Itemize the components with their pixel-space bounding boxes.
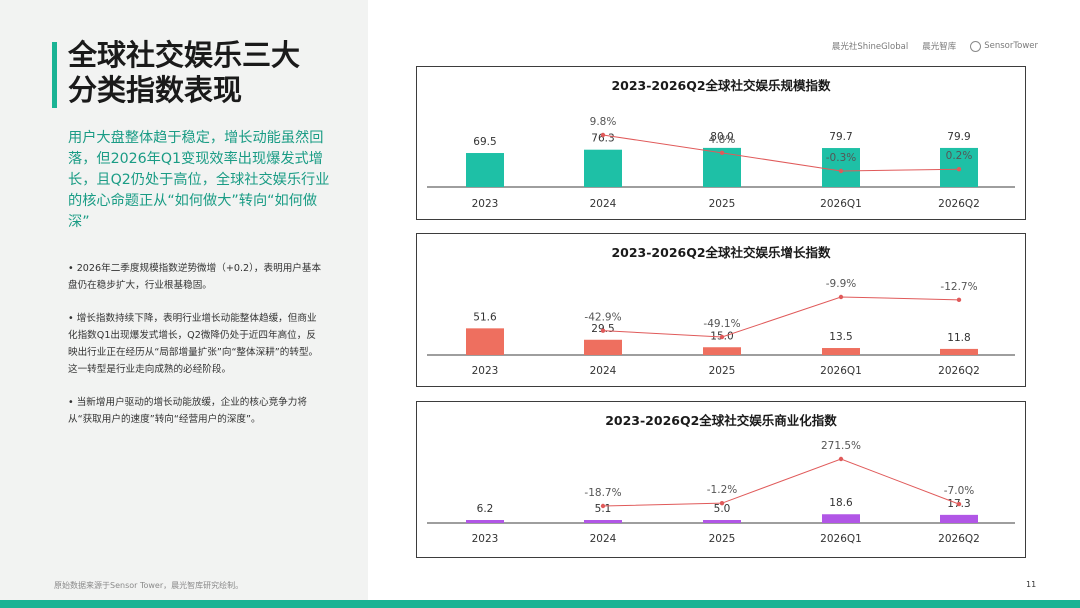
page-title-line-2: 分类指数表现 <box>68 73 243 107</box>
bar <box>466 328 504 355</box>
x-tick-label: 2026Q2 <box>938 198 980 210</box>
bar <box>940 514 978 523</box>
x-tick-label: 2026Q1 <box>820 365 862 377</box>
chart-title: 2023-2026Q2全球社交娱乐增长指数 <box>611 245 831 260</box>
growth-point <box>719 500 725 506</box>
x-tick-label: 2025 <box>709 198 736 210</box>
page-title: 全球社交娱乐三大 分类指数表现 <box>68 38 358 108</box>
growth-point <box>600 328 606 333</box>
scale-index-chart-svg: 2023-2026Q2全球社交娱乐规模指数69.5202376.3202480.… <box>427 78 1015 210</box>
shineglobal-logo: 晨光社ShineGlobal <box>831 42 909 52</box>
growth-label: 9.8% <box>590 116 617 128</box>
growth-point <box>719 150 725 156</box>
growth-label: -7.0% <box>944 485 974 497</box>
chart-title: 2023-2026Q2全球社交娱乐商业化指数 <box>605 413 837 428</box>
x-tick-label: 2023 <box>472 198 499 210</box>
bar-value-label: 5.0 <box>714 503 731 515</box>
logo-bar: 晨光社ShineGlobal 晨光智库 SensorTower <box>832 40 1038 52</box>
page-title-line-1: 全球社交娱乐三大 <box>68 38 301 72</box>
growth-line <box>602 134 960 172</box>
bar <box>703 347 741 355</box>
bullet-item: • 2026年二季度规模指数逆势微增（+0.2），表明用户基本盘仍在稳步扩大，行… <box>68 263 322 291</box>
x-tick-label: 2024 <box>590 365 617 377</box>
bar-value-label: 6.2 <box>477 503 494 515</box>
x-tick-label: 2025 <box>709 365 736 377</box>
x-tick-label: 2023 <box>472 533 499 545</box>
bar <box>466 153 504 187</box>
growth-label: -49.1% <box>703 318 740 330</box>
growth-index-chart: 2023-2026Q2全球社交娱乐增长指数51.6202329.5202415.… <box>416 233 1026 387</box>
bar-value-label: 69.5 <box>473 136 496 148</box>
x-tick-label: 2024 <box>590 198 617 210</box>
bar-value-label: 51.6 <box>473 311 497 323</box>
growth-label: -9.9% <box>826 278 856 290</box>
bar <box>584 520 622 523</box>
growth-point <box>838 456 844 462</box>
bar-value-label: 79.9 <box>947 131 970 143</box>
growth-point <box>600 132 606 138</box>
bar-value-label: 80.0 <box>710 131 733 143</box>
x-tick-label: 2026Q2 <box>938 365 980 377</box>
x-tick-label: 2025 <box>709 533 736 545</box>
bar-value-label: 11.8 <box>947 332 970 344</box>
growth-label: -18.7% <box>584 487 621 499</box>
growth-label: 0.2% <box>946 150 973 162</box>
x-tick-label: 2023 <box>472 365 499 377</box>
growth-line <box>602 296 960 338</box>
monetization-index-chart: 2023-2026Q2全球社交娱乐商业化指数 6.2 2023 5.1 2024 5.0 2… <box>416 401 1026 558</box>
growth-point <box>956 501 962 507</box>
bar <box>466 520 504 523</box>
bottom-accent-bar <box>0 600 1080 608</box>
x-tick-label: 2024 <box>590 533 617 545</box>
title-accent-bar <box>52 42 57 108</box>
growth-label: -12.7% <box>940 281 977 293</box>
x-tick-label: 2026Q1 <box>820 533 862 545</box>
bar-value-label: 18.6 <box>829 497 853 509</box>
sensortower-logo: SensorTower <box>970 40 1038 52</box>
sensortower-icon <box>970 40 982 52</box>
growth-label: 4.8% <box>709 134 736 146</box>
bar <box>940 348 978 355</box>
x-tick-label: 2026Q2 <box>938 533 980 545</box>
growth-point <box>956 167 962 172</box>
bar <box>703 520 741 523</box>
growth-label: -1.2% <box>707 484 737 496</box>
growth-label: -0.3% <box>826 152 856 164</box>
bar <box>822 348 860 355</box>
chart-title: 2023-2026Q2全球社交娱乐规模指数 <box>611 78 831 93</box>
scale-index-chart: 2023-2026Q2全球社交娱乐规模指数 69.5 2023 76.3 2024 80.… <box>416 66 1026 220</box>
bullet-list: • 2026年二季度规模指数逆势微增（+0.2），表明用户基本盘仍在稳步扩大，行… <box>68 260 324 444</box>
left-panel: 全球社交娱乐三大 分类指数表现 用户大盘整体趋于稳定，增长动能虽然回落，但202… <box>0 0 368 600</box>
x-tick-label: 2026Q1 <box>820 198 862 210</box>
bar-value-label: 13.5 <box>829 331 852 343</box>
growth-label: -42.9% <box>584 312 621 324</box>
bar <box>822 514 860 523</box>
growth-point <box>956 297 962 303</box>
bar <box>584 339 622 355</box>
page-number: 11 <box>1026 580 1037 589</box>
growth-point <box>719 334 725 340</box>
growth-label: 271.5% <box>821 440 861 452</box>
growth-line <box>602 458 960 507</box>
source-footnote: 原始数据来源于Sensor Tower，晨光智库研究绘制。 <box>54 581 244 590</box>
bar <box>822 148 860 187</box>
growth-point <box>600 503 606 509</box>
bar <box>584 149 622 187</box>
page-subtitle: 用户大盘整体趋于稳定，增长动能虽然回落，但2026年Q1变现效率出现爆发式增长，… <box>68 130 330 230</box>
bullet-item: • 当新增用户驱动的增长动能放缓，企业的核心竞争力将从“获取用户的速度”转向“经… <box>68 397 307 425</box>
think-tank-logo: 晨光智库 <box>922 42 957 52</box>
growth-index-chart-svg: 2023-2026Q2全球社交娱乐增长指数51.6202329.5202415.… <box>427 245 1015 377</box>
growth-point <box>838 294 844 300</box>
bar-value-label: 79.7 <box>829 131 852 143</box>
growth-point <box>838 168 844 174</box>
bullet-item: • 增长指数持续下降，表明行业增长动能整体趋缓，但商业化指数Q1出现爆发式增长，… <box>68 313 319 375</box>
monetization-index-chart-svg: 2023-2026Q2全球社交娱乐商业化指数6.220235.120245.02… <box>427 413 1015 545</box>
